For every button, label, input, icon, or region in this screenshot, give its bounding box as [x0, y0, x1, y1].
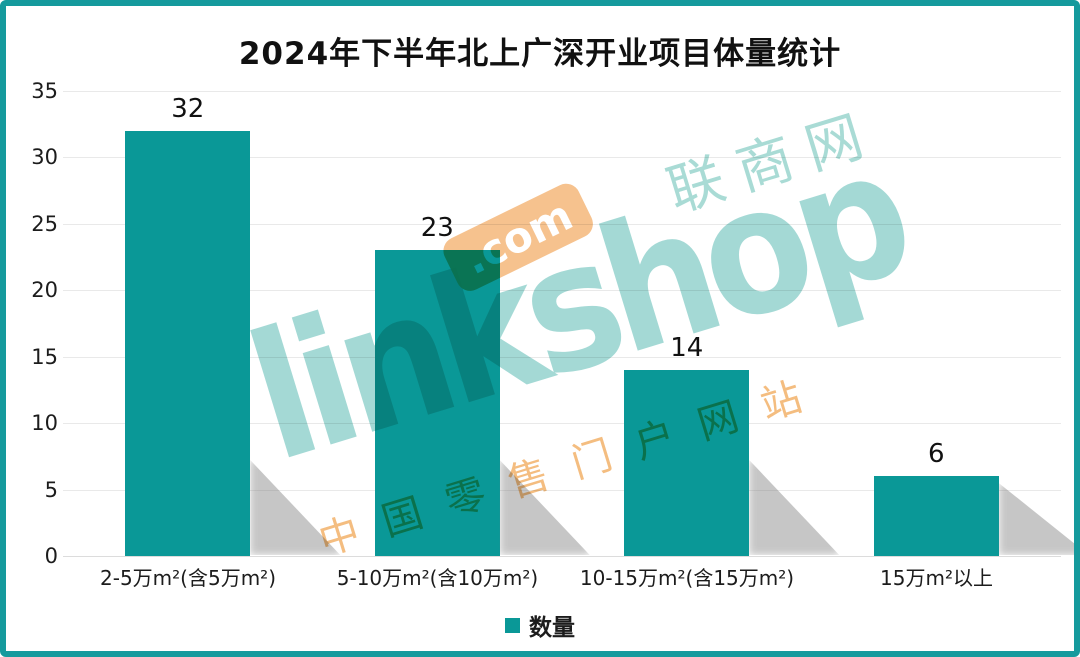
bar: 32	[125, 94, 341, 556]
gridline	[63, 91, 1061, 92]
bar-value-label: 23	[420, 213, 454, 244]
chart-title: 2024年下半年北上广深开业项目体量统计	[238, 36, 842, 72]
bar-value-label: 32	[171, 93, 205, 124]
legend: 数量	[6, 608, 1074, 642]
y-tick-label: 20	[31, 278, 58, 303]
x-tick-label: 15万m²以上	[880, 566, 993, 590]
y-tick-label: 0	[44, 544, 58, 568]
gridline	[63, 556, 1061, 557]
gridline	[63, 489, 1061, 491]
y-tick-label: 10	[31, 411, 58, 436]
bar: 14	[624, 333, 840, 556]
gridline	[63, 356, 1061, 358]
y-axis-labels: 0 5 10 15 20 25 30 35	[12, 79, 58, 568]
bar: 23	[374, 213, 590, 556]
bar-shadow	[250, 460, 341, 555]
y-tick-label: 25	[31, 211, 58, 236]
bar-value-label: 6	[927, 439, 945, 470]
y-tick-label: 15	[31, 344, 58, 369]
y-tick-label: 5	[44, 477, 58, 502]
y-tick-label: 30	[31, 145, 58, 170]
x-axis-labels: 2-5万m²(含5万m²) 5-10万m²(含10万m²) 10-15万m²(含15…	[63, 562, 1061, 592]
bar-shadow	[998, 483, 1074, 555]
x-tick-label: 5-10万m²(含10万m²)	[336, 566, 539, 590]
legend-swatch	[505, 617, 520, 633]
gridline	[63, 157, 1061, 159]
gridline	[63, 423, 1061, 425]
bar-shadow	[499, 460, 590, 555]
legend-label: 数量	[529, 615, 575, 641]
x-tick-label: 2-5万m²(含5万m²)	[100, 566, 276, 590]
y-tick-label: 35	[31, 79, 58, 103]
bar-value-label: 14	[670, 333, 704, 363]
bar-shadow	[749, 460, 840, 555]
bar: 6	[873, 439, 1074, 556]
plot-area: 32 23 14 6	[63, 91, 1074, 557]
x-tick-label: 10-15万m²(含15万m²)	[579, 566, 795, 590]
